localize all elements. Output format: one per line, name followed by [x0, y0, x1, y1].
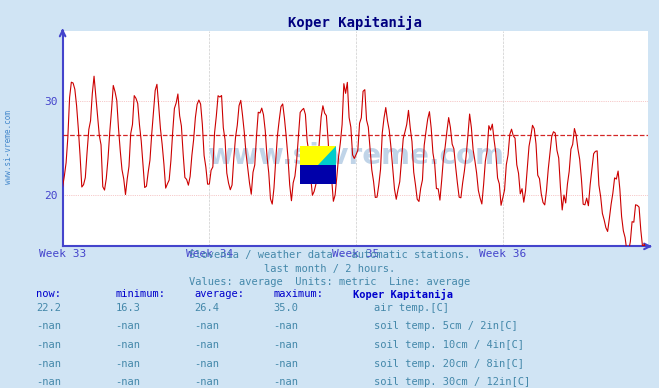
Text: air temp.[C]: air temp.[C]: [374, 303, 449, 313]
Text: -nan: -nan: [115, 377, 140, 387]
Text: -nan: -nan: [194, 321, 219, 331]
Text: soil temp. 10cm / 4in[C]: soil temp. 10cm / 4in[C]: [374, 340, 524, 350]
Text: Slovenia / weather data - automatic stations.: Slovenia / weather data - automatic stat…: [189, 250, 470, 260]
Text: 16.3: 16.3: [115, 303, 140, 313]
Text: -nan: -nan: [36, 359, 61, 369]
Text: www.si-vreme.com: www.si-vreme.com: [207, 142, 503, 170]
Text: 26.4: 26.4: [194, 303, 219, 313]
Text: www.si-vreme.com: www.si-vreme.com: [4, 111, 13, 184]
Title: Koper Kapitanija: Koper Kapitanija: [288, 16, 422, 30]
Text: -nan: -nan: [115, 321, 140, 331]
Text: 35.0: 35.0: [273, 303, 299, 313]
Text: soil temp. 30cm / 12in[C]: soil temp. 30cm / 12in[C]: [374, 377, 530, 387]
Polygon shape: [318, 146, 336, 165]
Text: maximum:: maximum:: [273, 289, 324, 299]
Text: 22.2: 22.2: [36, 303, 61, 313]
Text: average:: average:: [194, 289, 244, 299]
Polygon shape: [300, 146, 336, 165]
Text: now:: now:: [36, 289, 61, 299]
Text: -nan: -nan: [36, 377, 61, 387]
Text: Values: average  Units: metric  Line: average: Values: average Units: metric Line: aver…: [189, 277, 470, 288]
Text: -nan: -nan: [273, 340, 299, 350]
Text: Koper Kapitanija: Koper Kapitanija: [353, 289, 453, 300]
Polygon shape: [300, 165, 336, 184]
Text: soil temp. 20cm / 8in[C]: soil temp. 20cm / 8in[C]: [374, 359, 524, 369]
Text: -nan: -nan: [273, 359, 299, 369]
Text: soil temp. 5cm / 2in[C]: soil temp. 5cm / 2in[C]: [374, 321, 517, 331]
Text: -nan: -nan: [194, 359, 219, 369]
Text: -nan: -nan: [273, 377, 299, 387]
Text: last month / 2 hours.: last month / 2 hours.: [264, 264, 395, 274]
Text: -nan: -nan: [194, 340, 219, 350]
Text: -nan: -nan: [36, 340, 61, 350]
Text: -nan: -nan: [194, 377, 219, 387]
Text: -nan: -nan: [115, 359, 140, 369]
Text: -nan: -nan: [36, 321, 61, 331]
Text: -nan: -nan: [273, 321, 299, 331]
Text: -nan: -nan: [115, 340, 140, 350]
Text: minimum:: minimum:: [115, 289, 165, 299]
